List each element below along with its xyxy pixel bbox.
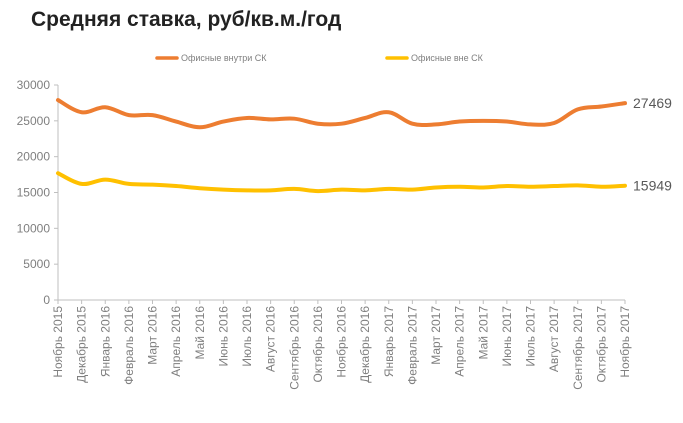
x-tick-label: Март 2016: [146, 306, 160, 365]
x-tick-label: Август 2016: [264, 306, 278, 372]
legend-label: Офисные вне СК: [411, 53, 484, 63]
x-tick-label: Декабрь 2015: [75, 306, 89, 383]
end-value-label: 27469: [633, 95, 672, 111]
series-line-2: [56, 171, 627, 194]
x-tick-label: Июнь 2016: [216, 306, 230, 367]
series-lines: [56, 98, 627, 194]
y-tick-label: 10000: [17, 221, 51, 235]
x-tick-label: Декабрь 2016: [358, 306, 372, 383]
x-tick-label: Апрель 2017: [453, 306, 467, 377]
x-tick-label: Октябрь 2016: [311, 306, 325, 383]
y-tick-label: 20000: [17, 150, 51, 164]
x-tick-label: Сентябрь 2016: [287, 306, 301, 390]
y-tick-label: 30000: [17, 78, 51, 92]
x-tick-label: Май 2016: [193, 306, 207, 360]
axes-group: [54, 84, 626, 304]
end-value-label: 15949: [633, 178, 672, 194]
x-tick-label: Ноябрь 2015: [51, 306, 65, 378]
x-tick-label: Февраль 2016: [122, 306, 136, 385]
x-tick-labels: Ноябрь 2015 Декабрь 2015 Январь 2016 Феврал…: [51, 306, 632, 390]
y-tick-label: 0: [43, 293, 50, 307]
x-tick-label: Июнь 2017: [500, 306, 514, 367]
y-tick-labels: 0 5000 10000 15000 20000 25000 30000: [17, 78, 51, 307]
x-tick-label: Июль 2016: [240, 306, 254, 367]
x-tick-label: Январь 2017: [382, 306, 396, 377]
x-tick-label: Июль 2017: [524, 306, 538, 367]
legend-label: Офисные внутри СК: [181, 53, 267, 63]
legend: Офисные внутри СК Офисные вне СК: [155, 53, 484, 63]
x-tick-label: Май 2017: [476, 306, 490, 360]
chart-title: Средняя ставка, руб/кв.м./год: [31, 8, 342, 31]
x-tick-label: Ноябрь 2017: [618, 306, 632, 378]
y-tick-label: 5000: [23, 257, 50, 271]
series-line-1: [56, 98, 627, 130]
x-tick-label: Октябрь 2017: [594, 306, 608, 383]
x-tick-label: Август 2017: [547, 306, 561, 372]
end-labels: 27469 15949: [633, 95, 672, 194]
x-tick-label: Март 2017: [429, 306, 443, 365]
x-tick-label: Сентябрь 2017: [571, 306, 585, 390]
x-tick-label: Январь 2016: [98, 306, 112, 377]
x-tick-label: Апрель 2016: [169, 306, 183, 377]
x-tick-label: Ноябрь 2016: [335, 306, 349, 378]
y-tick-label: 15000: [17, 186, 51, 200]
y-tick-label: 25000: [17, 114, 51, 128]
x-tick-label: Февраль 2017: [405, 306, 419, 385]
